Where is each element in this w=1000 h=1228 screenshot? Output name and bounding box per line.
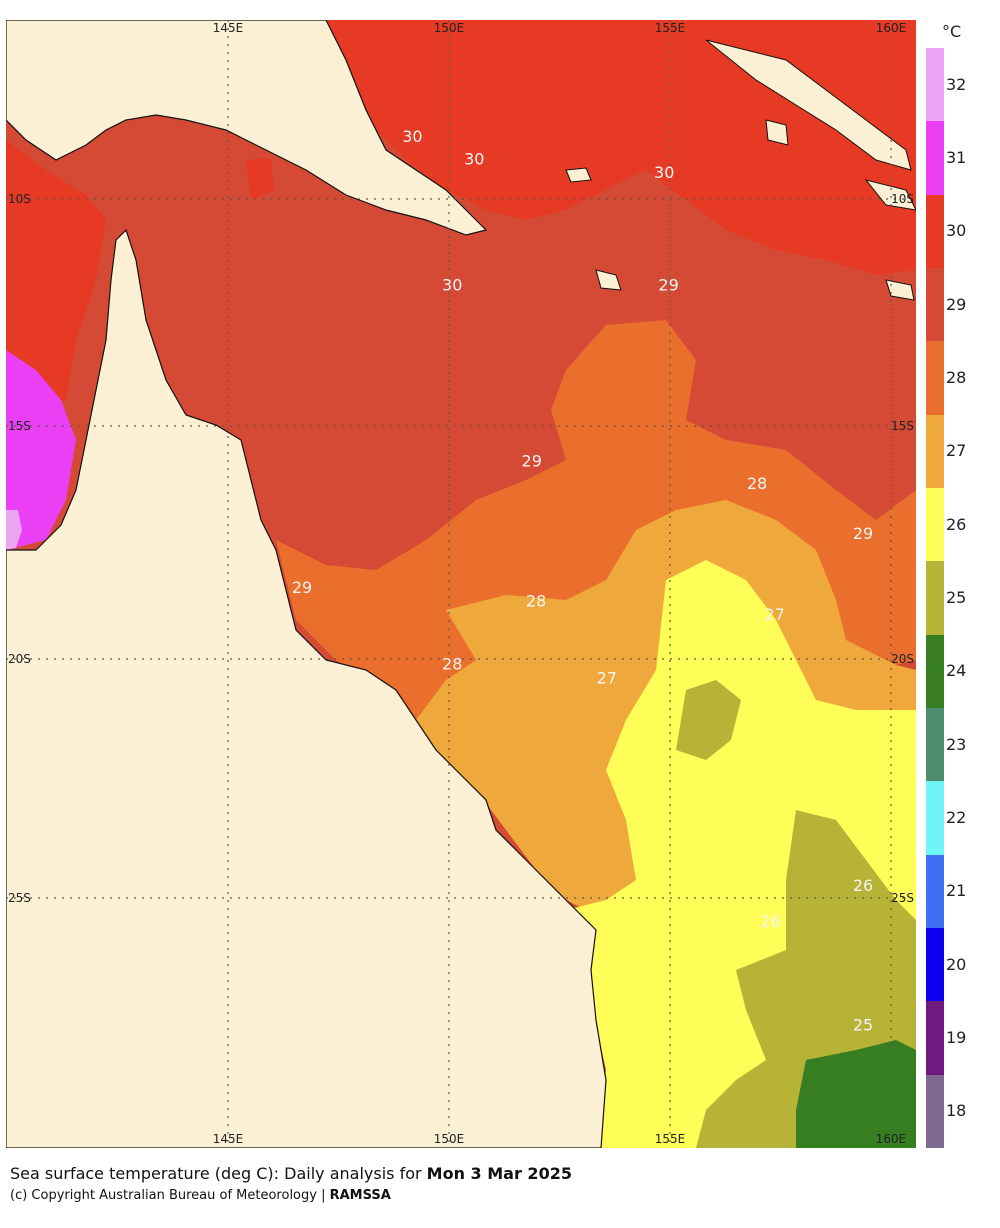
legend-swatch: [926, 488, 944, 562]
legend-swatch: [926, 854, 944, 928]
australia-land: [6, 228, 607, 1148]
contour-label: 30: [442, 276, 462, 295]
sst-zone-30-gulf: [6, 140, 106, 420]
contour-label: 30: [402, 127, 422, 146]
legend-label: 25: [946, 588, 967, 607]
lon-tick-bottom: 145E: [213, 1132, 244, 1146]
lon-ticks-top: 145E 150E 155E 160E: [213, 21, 907, 35]
contour-label: 29: [292, 578, 312, 597]
lat-tick-left: 20S: [8, 652, 31, 666]
legend-swatch: [926, 708, 944, 782]
lon-tick-top: 150E: [434, 21, 465, 35]
legend-label: 24: [946, 661, 967, 681]
lon-tick-bottom: 155E: [655, 1132, 686, 1146]
sst-zone-31: [6, 350, 76, 550]
legend-swatch: [926, 341, 944, 415]
legend-swatch: [926, 268, 944, 342]
contour-labels: 30 30 30 30 29 29 28 29 29 28 27 28 27 26 26 25: [292, 127, 873, 1035]
island-bougainville: [864, 179, 916, 211]
color-legend: [926, 48, 944, 1148]
legend-swatch: [926, 634, 944, 708]
lon-tick-top: 155E: [655, 21, 686, 35]
legend-swatch: [926, 48, 944, 122]
lon-ticks-bottom: 145E 150E 155E 160E: [213, 1132, 907, 1146]
contour-label: 29: [658, 276, 678, 295]
caption-date: Mon 3 Mar 2025: [426, 1164, 572, 1183]
island-new-britain: [705, 39, 912, 171]
contour-label: 25: [853, 1016, 873, 1035]
lon-tick-bottom: 160E: [876, 1132, 907, 1146]
contour-label: 30: [654, 163, 674, 182]
legend-swatch: [926, 928, 944, 1002]
sst-map-canvas: 145E 150E 155E 160E 145E 150E 155E 160E …: [6, 20, 916, 1148]
sst-zone-24: [796, 1040, 916, 1148]
contour-label: 28: [526, 592, 546, 611]
lon-tick-top: 145E: [213, 21, 244, 35]
lon-tick-bottom: 150E: [434, 1132, 465, 1146]
legend-label: 32: [946, 74, 967, 94]
legend-label: 29: [946, 294, 967, 314]
legend-label: 27: [946, 441, 967, 461]
lat-tick-right: 10S: [891, 192, 914, 206]
lat-tick-right: 25S: [891, 891, 914, 905]
lat-tick-left: 10S: [8, 192, 31, 206]
contour-label: 28: [747, 474, 767, 493]
lat-ticks-right: 10S 15S 20S 25S: [891, 192, 914, 905]
sst-zone-32: [6, 510, 22, 550]
contour-label: 29: [522, 452, 542, 471]
island-small-3: [765, 119, 789, 146]
copyright-brand: RAMSSA: [329, 1188, 391, 1203]
contour-label: 27: [764, 605, 784, 624]
legend-label: 30: [946, 221, 967, 241]
legend-swatch: [926, 414, 944, 488]
map-caption: Sea surface temperature (deg C): Daily a…: [10, 1164, 572, 1183]
copyright-text: (c) Copyright Australian Bureau of Meteo…: [10, 1188, 330, 1203]
png-land: [6, 20, 488, 236]
sst-zone-30-spot: [246, 158, 274, 200]
lat-tick-left: 25S: [8, 891, 31, 905]
legend-label: 28: [946, 368, 967, 387]
legend-unit: °C: [942, 22, 962, 41]
lat-ticks-left: 10S 15S 20S 25S: [8, 192, 31, 905]
lat-tick-right: 20S: [891, 652, 914, 666]
contour-label: 28: [442, 655, 462, 674]
island-small-4: [885, 279, 915, 301]
legend-label: 23: [946, 734, 967, 754]
legend-swatch: [926, 1001, 944, 1075]
island-small-1: [565, 167, 592, 183]
contour-label: 29: [853, 524, 873, 543]
legend-swatch: [926, 194, 944, 268]
lat-tick-left: 15S: [8, 419, 31, 433]
legend-label: 31: [946, 148, 967, 167]
legend-swatch: [926, 1074, 944, 1148]
contour-label: 26: [760, 912, 780, 931]
legend-label: 19: [946, 1028, 967, 1047]
legend-label: 21: [946, 881, 967, 901]
island-small-2: [595, 269, 622, 291]
legend-label: 22: [946, 808, 967, 827]
lat-tick-right: 15S: [891, 419, 914, 433]
copyright-notice: (c) Copyright Australian Bureau of Meteo…: [10, 1188, 391, 1203]
caption-text: Sea surface temperature (deg C): Daily a…: [10, 1164, 427, 1183]
legend-swatch: [926, 781, 944, 855]
contour-label: 30: [464, 149, 484, 168]
contour-label: 27: [597, 668, 617, 687]
legend-label: 18: [946, 1101, 967, 1121]
legend-swatch: [926, 561, 944, 635]
sst-zone-25-patch: [676, 680, 741, 760]
lon-tick-top: 160E: [876, 21, 907, 35]
legend-label: 20: [946, 954, 967, 974]
legend-swatch: [926, 121, 944, 195]
contour-label: 26: [853, 876, 873, 895]
legend-label: 26: [946, 514, 967, 534]
sst-map[interactable]: 145E 150E 155E 160E 145E 150E 155E 160E …: [6, 20, 916, 1148]
